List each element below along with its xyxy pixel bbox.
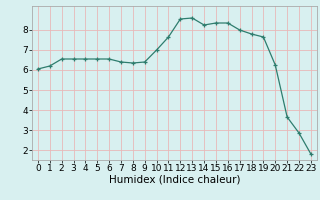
X-axis label: Humidex (Indice chaleur): Humidex (Indice chaleur) (109, 175, 240, 185)
